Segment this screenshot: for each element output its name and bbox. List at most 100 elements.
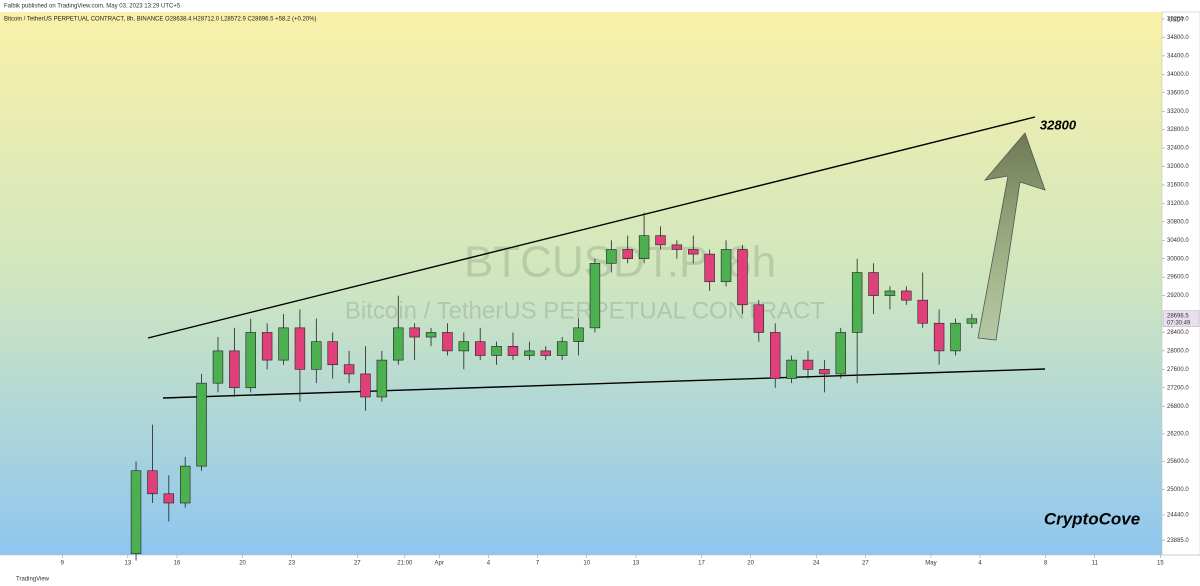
x-tick-label: 21:00 [397, 561, 413, 567]
candle-body [147, 470, 158, 495]
candle-body [311, 341, 322, 370]
candle-body [409, 327, 420, 338]
x-tick-label: 10 [583, 561, 590, 567]
candle-body [327, 341, 338, 366]
y-tick-label: 26800.0 [1167, 404, 1189, 410]
target-label: 32800 [1040, 117, 1077, 132]
candle-body [458, 341, 470, 352]
candle-body [622, 249, 633, 260]
candle-body [950, 322, 961, 352]
candle-body [769, 332, 781, 379]
candle-body [212, 350, 224, 384]
candle-body [474, 341, 486, 356]
candle-body [704, 253, 715, 283]
y-tick-label: 28000.0 [1167, 348, 1189, 354]
y-tick-label: 27200.0 [1167, 385, 1189, 391]
y-tick-label: 25600.0 [1167, 459, 1189, 465]
y-tick-label: 33200.0 [1167, 109, 1189, 115]
candle-body [933, 322, 945, 352]
candle-body [196, 382, 207, 467]
upper-trendline [147, 116, 1036, 339]
y-tick-label: 25000.0 [1167, 487, 1189, 493]
x-tick-label: 7 [536, 561, 540, 567]
y-tick-label: 34000.0 [1167, 72, 1189, 78]
price-axis [1161, 11, 1200, 556]
x-tick-label: 13 [633, 561, 640, 567]
candle-body [884, 290, 896, 296]
y-tick-label: 31600.0 [1167, 183, 1189, 189]
y-tick-label: 23885.0 [1167, 538, 1189, 544]
candle-body [720, 249, 732, 283]
x-tick-label: 27 [862, 561, 869, 567]
candle-body [343, 364, 355, 375]
x-tick-label: 9 [61, 561, 65, 567]
candle-body [376, 359, 388, 398]
candle-body [294, 327, 306, 370]
x-tick-label: 8 [1044, 561, 1048, 567]
y-tick-label: 30400.0 [1167, 238, 1189, 244]
lower-trendline [162, 368, 1046, 399]
y-tick-label: 34400.0 [1167, 53, 1189, 59]
candle-body [179, 465, 191, 504]
candle-body [868, 272, 879, 296]
candle-body [966, 318, 978, 324]
y-tick-label: 28400.0 [1167, 330, 1189, 336]
y-tick-label: 34800.0 [1167, 35, 1189, 41]
x-tick-label: 13 [124, 561, 131, 567]
candle-body [393, 327, 404, 361]
x-tick-label: May [925, 561, 936, 567]
candle-body [540, 350, 551, 356]
y-tick-label: 32000.0 [1167, 164, 1189, 170]
y-tick-label: 27600.0 [1167, 367, 1189, 373]
candle-body [524, 350, 535, 356]
x-tick-label: 23 [288, 561, 295, 567]
y-tick-label: 30000.0 [1167, 256, 1189, 262]
candle-body [425, 332, 437, 338]
axis-unit: USDT [1168, 18, 1185, 24]
x-tick-label: 11 [1092, 561, 1099, 567]
x-tick-label: 15 [1157, 561, 1164, 567]
author-mark: CryptoCove [1044, 509, 1140, 528]
candle-body [851, 272, 863, 333]
candle-body [442, 332, 453, 352]
candle-body [737, 249, 748, 306]
candle-body [278, 327, 289, 361]
candle-body [638, 235, 650, 260]
candle-body [163, 493, 175, 504]
candle-body [655, 235, 666, 246]
candle-body [786, 359, 797, 379]
candle-body [802, 359, 814, 370]
candle-body [835, 332, 846, 375]
y-tick-label: 29200.0 [1167, 293, 1189, 299]
candle-body [819, 369, 830, 375]
y-tick-label: 32800.0 [1167, 127, 1189, 133]
y-tick-label: 35200.0 [1167, 17, 1189, 23]
y-tick-label: 33600.0 [1167, 90, 1189, 96]
candle-body [917, 299, 928, 324]
header: Falbik published on TradingView.com, May… [4, 4, 181, 10]
plot [130, 212, 978, 561]
x-tick-label: 16 [174, 561, 181, 567]
candle-body [245, 332, 256, 389]
candle-body [753, 304, 765, 333]
candle-body [573, 327, 584, 342]
candle-body [589, 263, 601, 329]
x-tick-label: 27 [354, 561, 361, 567]
x-tick-label: 20 [239, 561, 246, 567]
x-tick-label: Apr [435, 561, 444, 567]
candle-body [606, 249, 617, 264]
y-tick-label: 31200.0 [1167, 201, 1189, 207]
y-tick-label: 24440.0 [1167, 513, 1189, 519]
candle-body [261, 332, 273, 361]
last-price: 28696.5 [1167, 313, 1189, 319]
y-tick-label: 29600.0 [1167, 275, 1189, 281]
y-tick-label: 30800.0 [1167, 219, 1189, 225]
countdown: 07:30:49 [1167, 320, 1191, 326]
candle-body [229, 350, 240, 389]
x-tick-label: 17 [698, 561, 705, 567]
x-tick-label: 4 [978, 561, 982, 567]
candle-body [671, 244, 683, 250]
target-arrow [977, 132, 1046, 341]
candle-body [901, 290, 912, 301]
